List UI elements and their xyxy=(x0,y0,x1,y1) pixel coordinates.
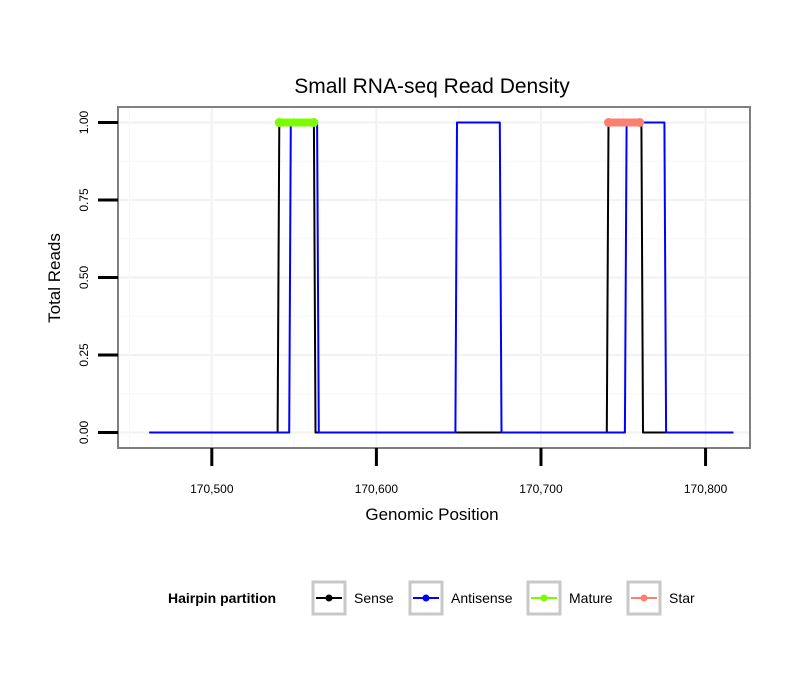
series-point-mature xyxy=(274,118,284,127)
chart-title: Small RNA-seq Read Density xyxy=(294,75,570,98)
legend: Hairpin partition Sense Antisense Mature St… xyxy=(168,580,695,616)
x-tick-label: 170,600 xyxy=(355,482,399,496)
legend-label: Antisense xyxy=(451,590,513,606)
x-axis-title: Genomic Position xyxy=(365,505,498,524)
legend-item-sense: Sense xyxy=(311,580,394,616)
grid xyxy=(118,107,750,448)
series-point-star xyxy=(603,118,613,127)
y-tick-label: 1.00 xyxy=(77,110,91,134)
legend-label: Mature xyxy=(569,590,613,606)
y-tick-label: 0.00 xyxy=(77,420,91,444)
series-line-sense xyxy=(149,121,734,434)
legend-label: Sense xyxy=(354,590,394,606)
legend-key-point xyxy=(540,594,548,602)
y-tick-label: 0.75 xyxy=(77,188,91,212)
series-point-star xyxy=(635,118,645,127)
series-point-mature xyxy=(309,118,319,127)
legend-label: Star xyxy=(669,590,695,606)
x-tick-label: 170,800 xyxy=(684,482,728,496)
x-axis: 170,500 170,600 170,700 170,800 xyxy=(190,448,728,496)
y-axis: 0.00 0.25 0.50 0.75 1.00 xyxy=(77,110,118,444)
legend-key-point xyxy=(640,594,648,602)
legend-title: Hairpin partition xyxy=(168,590,276,606)
legend-item-star: Star xyxy=(626,580,695,616)
y-axis-title: Total Reads xyxy=(45,233,64,323)
x-tick-label: 170,500 xyxy=(190,482,234,496)
y-tick-label: 0.25 xyxy=(77,343,91,367)
y-tick-label: 0.50 xyxy=(77,265,91,289)
legend-key-point xyxy=(325,594,333,602)
series-group xyxy=(149,118,734,434)
legend-item-mature: Mature xyxy=(526,580,613,616)
legend-key-point xyxy=(422,594,430,602)
x-tick-label: 170,700 xyxy=(519,482,563,496)
legend-item-antisense: Antisense xyxy=(408,580,513,616)
